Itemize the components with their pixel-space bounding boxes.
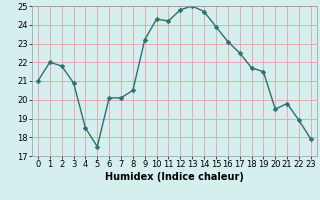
X-axis label: Humidex (Indice chaleur): Humidex (Indice chaleur) bbox=[105, 172, 244, 182]
